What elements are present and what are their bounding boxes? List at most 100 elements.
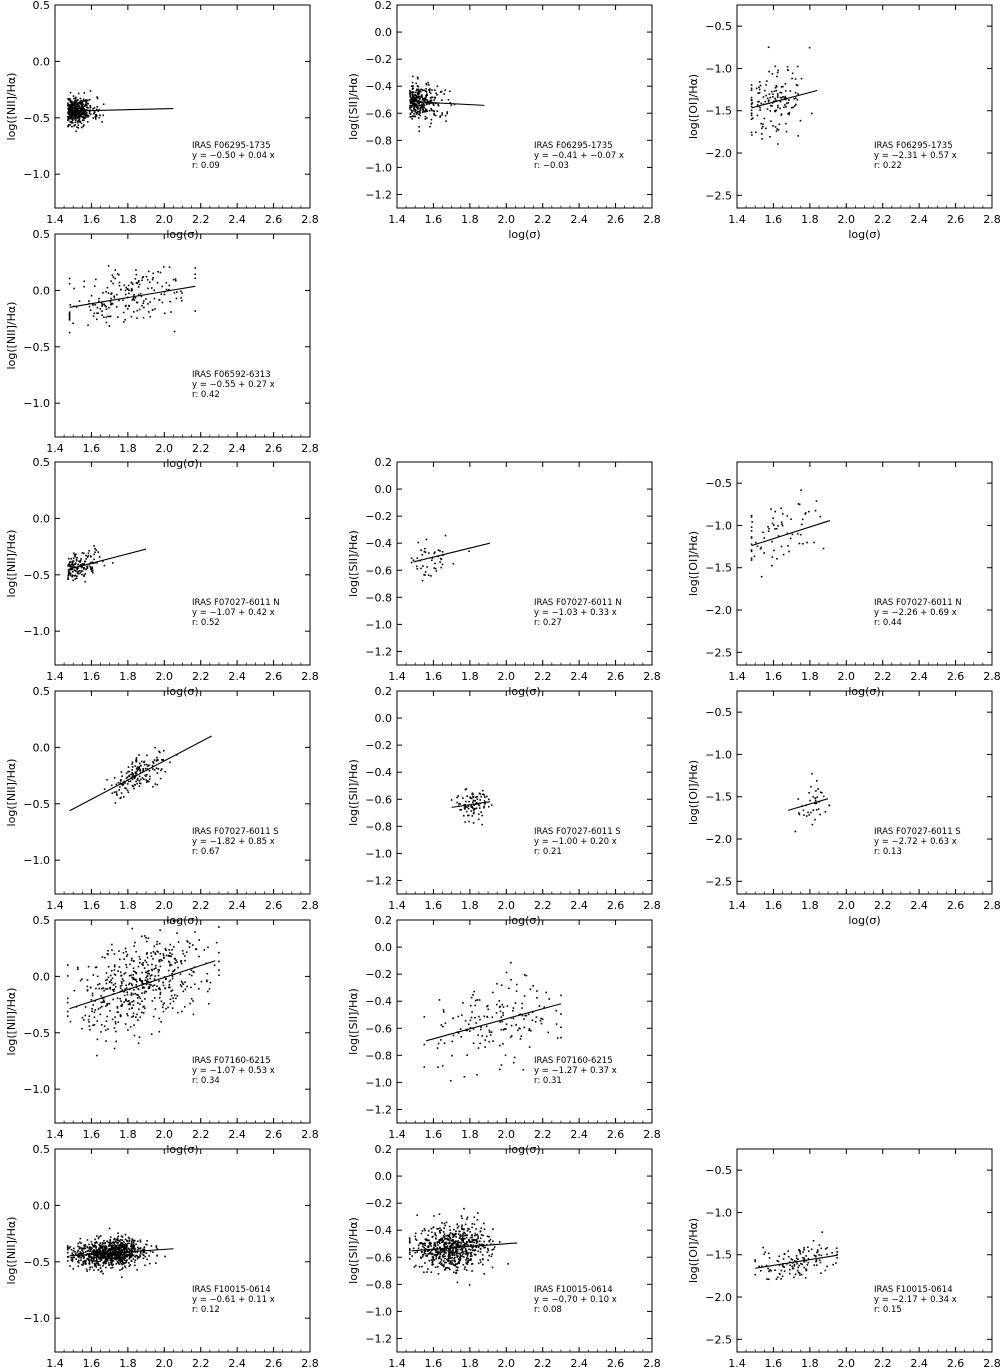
data-point (787, 112, 789, 115)
data-point (763, 552, 766, 554)
data-point (143, 763, 146, 766)
data-point (417, 1247, 420, 1250)
data-point (160, 293, 163, 296)
data-point (410, 96, 413, 99)
data-point (138, 995, 141, 998)
data-point (454, 1260, 456, 1263)
data-point (152, 276, 154, 279)
data-point (435, 92, 438, 95)
data-point (467, 1260, 469, 1262)
data-point (123, 1259, 126, 1261)
data-point (135, 767, 138, 770)
data-point (141, 971, 143, 974)
data-point (459, 1253, 462, 1256)
data-point (462, 1002, 464, 1004)
data-point (71, 560, 74, 563)
data-point (411, 75, 414, 78)
data-point (135, 760, 138, 763)
x-tick-label: 2.8 (643, 1128, 661, 1141)
data-point (182, 952, 185, 955)
data-point (163, 312, 166, 315)
data-point (448, 1255, 450, 1258)
data-point (143, 935, 146, 937)
data-point (172, 970, 174, 973)
y-tick-label: −2.0 (705, 604, 732, 617)
data-point (445, 1235, 448, 1237)
x-tick-label: 2.8 (643, 670, 661, 683)
data-point (153, 759, 156, 761)
data-point (123, 1244, 126, 1247)
data-point (417, 102, 420, 105)
data-point (128, 1265, 131, 1268)
data-point (777, 535, 780, 537)
data-point (424, 1250, 426, 1252)
data-point (131, 1001, 133, 1003)
data-point (104, 1256, 106, 1259)
x-tick-label: 1.8 (119, 899, 137, 912)
data-point (424, 97, 427, 100)
data-point (424, 108, 427, 111)
data-point (459, 1235, 462, 1238)
data-point (452, 1034, 455, 1037)
data-point (751, 521, 754, 523)
data-point (163, 293, 166, 296)
data-point (131, 1254, 134, 1257)
data-point (414, 1238, 417, 1240)
data-point (124, 1248, 126, 1251)
data-point (154, 308, 156, 310)
data-point (145, 781, 148, 784)
data-point (95, 113, 97, 116)
data-point (418, 130, 421, 132)
data-point (66, 1245, 69, 1248)
data-point (98, 300, 100, 303)
data-point (415, 1264, 417, 1267)
data-point (455, 1233, 457, 1235)
x-tick-label: 1.6 (83, 442, 101, 455)
data-point (128, 1249, 131, 1251)
data-point (169, 300, 171, 303)
data-point (133, 1247, 136, 1250)
data-point (179, 960, 182, 963)
data-point (456, 1244, 458, 1246)
data-point (91, 1250, 94, 1252)
data-point (68, 563, 70, 565)
data-point (81, 1248, 84, 1250)
data-point (142, 1251, 145, 1254)
data-point (461, 1228, 464, 1230)
data-point (139, 997, 142, 1000)
data-point (473, 811, 475, 814)
data-point (139, 1252, 142, 1254)
data-point (122, 783, 125, 786)
data-point (145, 961, 148, 964)
x-tick-label: 2.4 (228, 1128, 246, 1141)
data-point (152, 989, 155, 991)
data-point (442, 554, 444, 557)
data-point (104, 988, 107, 991)
scatter-panel: 1.4 1.6 1.8 2.0 2.2 2.4 2.6 2.80.50.0−0.5−1.0lo… (5, 0, 319, 241)
data-point (142, 1248, 144, 1251)
data-point (101, 1241, 104, 1244)
data-point (141, 777, 144, 779)
data-point (426, 94, 429, 96)
y-axis-label: log([NII]/Hα) (5, 530, 18, 598)
data-point (423, 1252, 426, 1254)
data-point (478, 999, 481, 1001)
data-point (100, 1246, 103, 1249)
data-point (555, 1023, 558, 1025)
data-point (71, 561, 74, 563)
data-point (138, 782, 141, 785)
data-point (68, 108, 71, 111)
data-point (101, 121, 103, 123)
y-axis-label: log([SII]/Hα) (347, 759, 360, 826)
data-point (474, 1232, 477, 1235)
data-point (815, 802, 818, 805)
data-point (433, 1215, 435, 1217)
data-point (106, 1002, 109, 1005)
data-point (136, 997, 139, 999)
data-point (107, 1253, 110, 1256)
y-tick-label: −0.5 (705, 477, 732, 490)
data-point (79, 110, 82, 113)
data-point (778, 123, 781, 126)
data-point (432, 1226, 434, 1229)
data-point (69, 91, 72, 94)
